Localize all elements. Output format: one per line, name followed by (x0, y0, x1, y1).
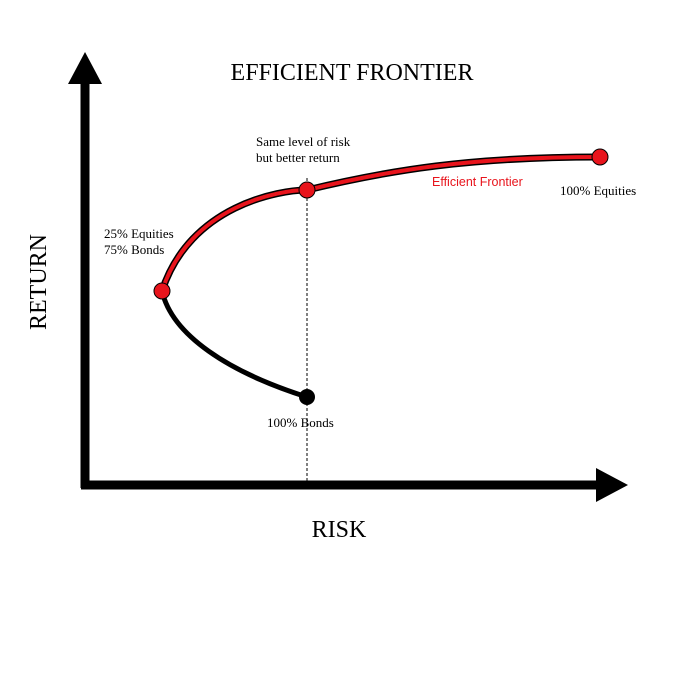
x-axis-arrowhead (596, 468, 628, 502)
annotation-mix-line1: 25% Equities (104, 226, 174, 241)
y-axis-label: RETURN (26, 234, 52, 330)
annotation-mix-line2: 75% Bonds (104, 242, 164, 257)
annotation-100-equities: 100% Equities (560, 183, 636, 198)
frontier-label: Efficient Frontier (432, 175, 523, 189)
diagram-title: EFFICIENT FRONTIER (231, 60, 474, 86)
point-25-equities-75-bonds (153, 282, 171, 300)
inefficient-curve (159, 288, 310, 400)
y-axis-arrowhead (68, 52, 102, 84)
annotation-100-bonds: 100% Bonds (267, 415, 334, 430)
annotation-same-risk-line1: Same level of risk (256, 134, 351, 149)
x-axis-label: RISK (312, 517, 367, 543)
annotation-same-risk-line2: but better return (256, 150, 340, 165)
point-100-bonds (299, 389, 315, 405)
point-100-equities (591, 148, 609, 166)
efficient-frontier-outline (158, 153, 604, 295)
point-same-risk-better-return (298, 181, 316, 199)
